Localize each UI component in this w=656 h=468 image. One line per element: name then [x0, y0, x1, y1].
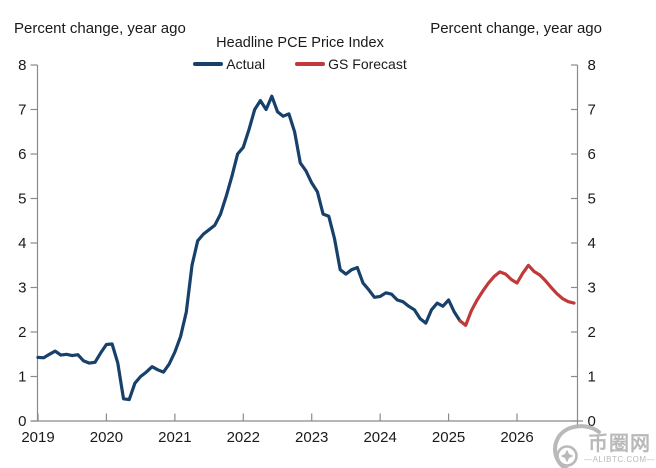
svg-text:7: 7 — [18, 102, 26, 119]
svg-text:0: 0 — [588, 413, 596, 430]
legend: Actual GS Forecast — [0, 56, 600, 72]
coin-circle-logo-icon — [553, 424, 601, 468]
legend-label-gs-forecast: GS Forecast — [328, 56, 407, 72]
svg-text:2023: 2023 — [295, 429, 328, 446]
svg-text:2024: 2024 — [363, 429, 396, 446]
watermark-site-name: 币圈网 — [588, 433, 652, 455]
svg-text:2021: 2021 — [158, 429, 191, 446]
svg-text:4: 4 — [18, 235, 26, 252]
legend-label-actual: Actual — [226, 56, 266, 72]
watermark-text: 币圈网 —ALIBTC.COM— — [584, 433, 655, 464]
svg-text:1: 1 — [18, 369, 26, 386]
actual-line-swatch — [193, 62, 224, 66]
svg-text:4: 4 — [588, 235, 596, 252]
svg-text:2026: 2026 — [500, 429, 533, 446]
gs-forecast-line-swatch — [295, 62, 326, 66]
svg-text:2: 2 — [18, 324, 26, 341]
svg-text:7: 7 — [588, 102, 596, 119]
svg-text:3: 3 — [588, 280, 596, 297]
legend-item-actual: Actual — [193, 56, 265, 72]
svg-text:2019: 2019 — [21, 429, 54, 446]
chart-title: Headline PCE Price Index — [216, 35, 384, 51]
svg-text:2: 2 — [588, 324, 596, 341]
watermark-site-url: —ALIBTC.COM— — [584, 455, 655, 464]
y-axis-title-left: Percent change, year ago — [14, 20, 186, 37]
svg-text:8: 8 — [588, 57, 596, 74]
svg-text:0: 0 — [18, 413, 26, 430]
svg-text:6: 6 — [588, 146, 596, 163]
watermark: 币圈网 —ALIBTC.COM— — [552, 412, 656, 468]
svg-text:5: 5 — [18, 191, 26, 208]
svg-text:5: 5 — [588, 191, 596, 208]
legend-item-gs-forecast: GS Forecast — [295, 56, 407, 72]
svg-text:1: 1 — [588, 369, 596, 386]
svg-text:6: 6 — [18, 146, 26, 163]
svg-text:2020: 2020 — [90, 429, 123, 446]
svg-text:2022: 2022 — [227, 429, 260, 446]
svg-text:3: 3 — [18, 280, 26, 297]
svg-text:2025: 2025 — [432, 429, 465, 446]
svg-text:8: 8 — [18, 57, 26, 74]
y-axis-title-right: Percent change, year ago — [430, 20, 602, 37]
